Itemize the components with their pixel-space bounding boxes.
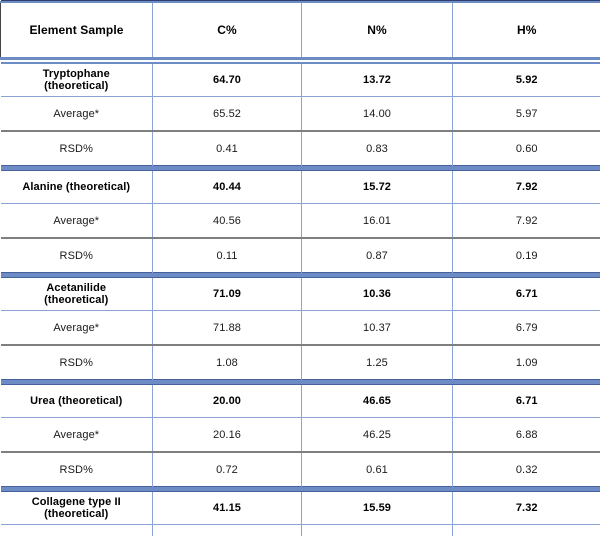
row-tryptophane-rsd: RSD% 0.41 0.83 0.60 xyxy=(1,131,600,166)
value-cell-c: 20.16 xyxy=(152,417,302,453)
column-header-n-percent: N% xyxy=(301,2,453,59)
value-cell-h: 7.92 xyxy=(452,170,600,204)
row-label: RSD% xyxy=(59,142,93,155)
value-cell-n: 1.25 xyxy=(301,345,453,380)
row-label: Average* xyxy=(0,524,153,536)
value-cell-c: 40.56 xyxy=(152,203,302,239)
value-cell-c: 1.08 xyxy=(152,345,302,380)
section-separator xyxy=(0,486,600,492)
column-header-element-sample: Element Sample xyxy=(0,2,153,59)
value-cell-h: 6.88 xyxy=(452,417,600,453)
row-label: RSD% xyxy=(59,463,93,476)
value-cell-c: 41.15 xyxy=(152,491,302,525)
sample-name: Alanine (theoretical) xyxy=(0,170,153,204)
row-label: Average* xyxy=(0,417,153,453)
row-alanine-theoretical: Alanine (theoretical) 40.44 15.72 7.92 xyxy=(0,170,600,204)
sample-name: Urea (theoretical) xyxy=(0,384,153,418)
row-collagene-average: Average* 42.09 15.00 7.23 xyxy=(0,524,600,536)
value-cell-n: 13.72 xyxy=(301,63,453,97)
value-cell-n: 15.72 xyxy=(301,170,453,204)
row-label: Average* xyxy=(0,96,153,132)
value-cell-h: 5.92 xyxy=(452,63,600,97)
row-tryptophane-theoretical: Tryptophane (theoretical) 64.70 13.72 5.… xyxy=(0,63,600,97)
value-cell-h: 6.79 xyxy=(452,310,600,346)
value-cell-n: 46.65 xyxy=(301,384,453,418)
value-cell-h: 7.32 xyxy=(452,491,600,525)
value-cell-h: 6.71 xyxy=(452,277,600,311)
value-cell-c: 0.41 xyxy=(152,131,302,166)
value-cell-c: 65.52 xyxy=(152,96,302,132)
value-cell-h: 1.09 xyxy=(452,345,600,380)
row-urea-theoretical: Urea (theoretical) 20.00 46.65 6.71 xyxy=(0,384,600,418)
value-cell-n: 0.83 xyxy=(301,131,453,166)
value-cell-c: 40.44 xyxy=(152,170,302,204)
row-label: RSD% xyxy=(59,356,93,369)
row-acetanilide-theoretical: Acetanilide (theoretical) 71.09 10.36 6.… xyxy=(0,277,600,311)
value-cell-h: 0.32 xyxy=(452,452,600,487)
row-tryptophane-average: Average* 65.52 14.00 5.97 xyxy=(0,96,600,132)
value-cell-n: 10.37 xyxy=(301,310,453,346)
column-header-c-percent: C% xyxy=(152,2,302,59)
value-cell-n: 10.36 xyxy=(301,277,453,311)
header-double-separator xyxy=(0,57,600,64)
value-cell-n: 15.59 xyxy=(301,491,453,525)
sample-name: Acetanilide (theoretical) xyxy=(0,277,153,311)
value-cell-h: 5.97 xyxy=(452,96,600,132)
row-label: Average* xyxy=(0,310,153,346)
row-label: Average* xyxy=(0,203,153,239)
value-cell-h: 7.92 xyxy=(452,203,600,239)
value-cell-h: 7.23 xyxy=(452,524,600,536)
row-acetanilide-rsd: RSD% 1.08 1.25 1.09 xyxy=(1,345,600,380)
table-top-border xyxy=(0,0,600,3)
value-cell-c: 71.09 xyxy=(152,277,302,311)
row-alanine-average: Average* 40.56 16.01 7.92 xyxy=(0,203,600,239)
sample-name: Tryptophane (theoretical) xyxy=(0,63,153,97)
row-urea-rsd: RSD% 0.72 0.61 0.32 xyxy=(1,452,600,487)
row-urea-average: Average* 20.16 46.25 6.88 xyxy=(0,417,600,453)
row-alanine-rsd: RSD% 0.11 0.87 0.19 xyxy=(1,238,600,273)
section-separator xyxy=(0,165,600,171)
value-cell-n: 16.01 xyxy=(301,203,453,239)
section-separator xyxy=(0,272,600,278)
sample-name: Collagene type II (theoretical) xyxy=(0,491,153,525)
row-collagene-theoretical: Collagene type II (theoretical) 41.15 15… xyxy=(0,491,600,525)
value-cell-h: 0.19 xyxy=(452,238,600,273)
value-cell-n: 14.00 xyxy=(301,96,453,132)
value-cell-n: 46.25 xyxy=(301,417,453,453)
value-cell-h: 6.71 xyxy=(452,384,600,418)
value-cell-c: 0.72 xyxy=(152,452,302,487)
section-separator xyxy=(0,379,600,385)
value-cell-h: 0.60 xyxy=(452,131,600,166)
value-cell-n: 15.00 xyxy=(301,524,453,536)
row-label: RSD% xyxy=(59,249,93,262)
value-cell-n: 0.61 xyxy=(301,452,453,487)
row-acetanilide-average: Average* 71.88 10.37 6.79 xyxy=(0,310,600,346)
column-header-h-percent: H% xyxy=(452,2,600,59)
table-header-row: Element Sample C% N% H% xyxy=(0,2,600,59)
value-cell-c: 71.88 xyxy=(152,310,302,346)
value-cell-n: 0.87 xyxy=(301,238,453,273)
value-cell-c: 64.70 xyxy=(152,63,302,97)
value-cell-c: 0.11 xyxy=(152,238,302,273)
value-cell-c: 20.00 xyxy=(152,384,302,418)
value-cell-c: 42.09 xyxy=(152,524,302,536)
